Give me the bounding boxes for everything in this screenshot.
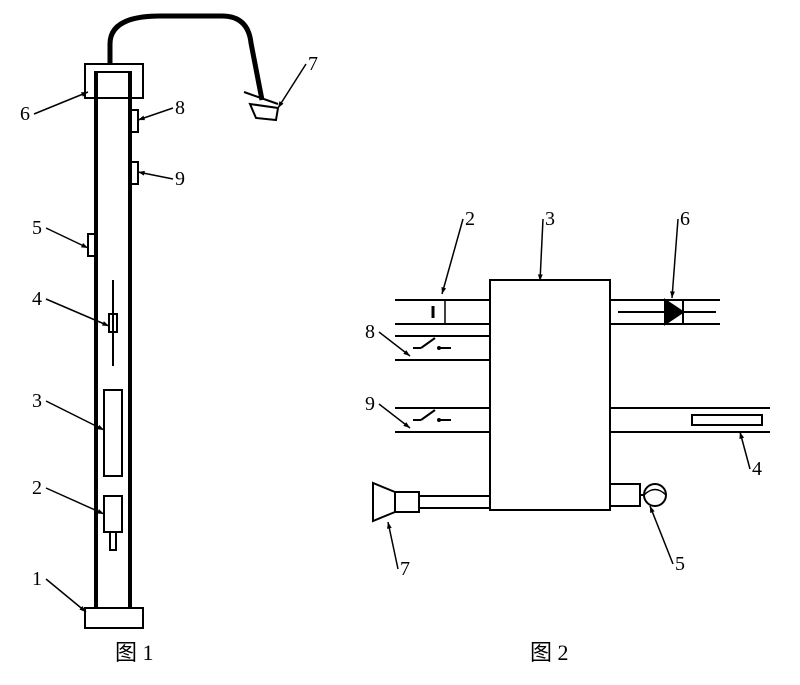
svg-text:7: 7 [400, 558, 410, 580]
svg-text:5: 5 [32, 217, 42, 239]
svg-text:6: 6 [20, 103, 30, 125]
svg-text:6: 6 [680, 208, 690, 230]
svg-text:3: 3 [545, 208, 555, 230]
svg-text:4: 4 [752, 458, 762, 480]
svg-text:图 1: 图 1 [115, 640, 154, 665]
svg-text:9: 9 [365, 393, 375, 415]
svg-text:8: 8 [365, 321, 375, 343]
svg-text:9: 9 [175, 168, 185, 190]
svg-text:2: 2 [465, 208, 475, 230]
svg-text:图 2: 图 2 [530, 640, 569, 665]
svg-text:1: 1 [32, 568, 42, 590]
svg-text:2: 2 [32, 477, 42, 499]
svg-text:3: 3 [32, 390, 42, 412]
svg-text:4: 4 [32, 288, 42, 310]
svg-text:5: 5 [675, 553, 685, 575]
svg-text:7: 7 [308, 53, 318, 75]
svg-text:8: 8 [175, 97, 185, 119]
